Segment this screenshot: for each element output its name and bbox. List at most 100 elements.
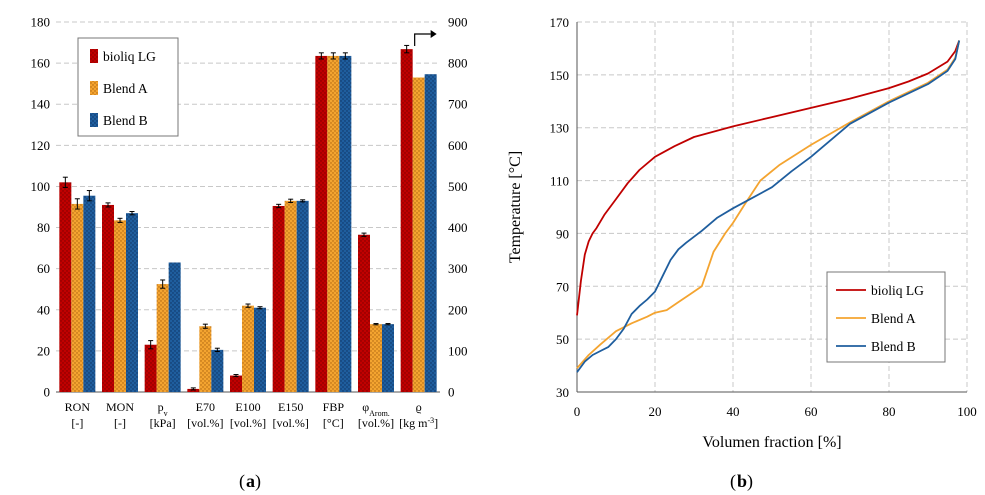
bar-bioliq — [187, 388, 200, 392]
y2-tick-label: 800 — [448, 56, 468, 71]
x-tick-label: 20 — [649, 404, 662, 419]
y2-tick-label: 500 — [448, 179, 468, 194]
bar-blend-a — [199, 326, 212, 392]
x-category-label: E70 — [196, 400, 215, 414]
y2-tick-label: 300 — [448, 261, 468, 276]
y-tick-label: 80 — [37, 220, 50, 235]
y-tick-label: 120 — [31, 138, 51, 153]
x-tick-label: 60 — [805, 404, 818, 419]
legend-label: bioliq LG — [871, 283, 924, 298]
y2-tick-label: 400 — [448, 220, 468, 235]
y-tick-label: 0 — [44, 385, 51, 400]
line-bioliq — [576, 40, 961, 316]
bar-blend-a — [242, 305, 254, 392]
bar-blend-a — [412, 77, 425, 392]
bar-blend-a — [327, 55, 340, 393]
y-tick-label: 110 — [550, 174, 569, 189]
bar-bioliq — [102, 204, 114, 392]
legend-swatch — [90, 49, 98, 63]
bar-bioliq — [59, 182, 72, 392]
x-category-unit: [vol.%] — [230, 416, 266, 430]
y-tick-label: 150 — [550, 68, 570, 83]
y-tick-label: 180 — [31, 15, 51, 30]
bar-bioliq — [358, 234, 370, 392]
bar-bioliq — [230, 375, 242, 392]
y-tick-label: 70 — [556, 279, 569, 294]
y2-tick-label: 100 — [448, 343, 468, 358]
x-tick-label: 80 — [883, 404, 896, 419]
x-category-label: MON — [106, 400, 134, 414]
secondary-axis-arrow-head — [430, 30, 437, 38]
y-tick-label: 60 — [37, 261, 50, 276]
x-category-unit: [kPa] — [150, 416, 176, 430]
legend-swatch — [90, 81, 98, 95]
bar-blend-b — [382, 324, 394, 392]
bar-blend-a — [114, 220, 126, 392]
y2-tick-label: 900 — [448, 15, 468, 30]
line-blend-a — [576, 40, 961, 369]
y-tick-label: 50 — [556, 332, 569, 347]
y-tick-label: 100 — [31, 179, 51, 194]
svg-text:): ) — [255, 471, 261, 492]
y-tick-label: 140 — [31, 97, 51, 112]
y-tick-label: 130 — [550, 121, 570, 136]
line-blend-b — [576, 40, 961, 373]
y2-tick-label: 600 — [448, 138, 468, 153]
panel-label-b-text: b — [737, 471, 747, 491]
legend-label: Blend B — [871, 339, 916, 354]
x-category-unit: [-] — [114, 416, 126, 430]
y-tick-label: 170 — [550, 15, 570, 30]
bar-blend-b — [126, 213, 138, 392]
panel-label-a: ( a ) — [239, 471, 261, 492]
x-tick-label: 100 — [957, 404, 977, 419]
x-category-label: φArom. — [362, 400, 390, 418]
bar-blend-b — [339, 55, 352, 393]
x-axis-title: Volumen fraction [%] — [702, 434, 841, 451]
x-category-label: ϱ — [416, 400, 422, 414]
x-category-unit: [kg m-3] — [399, 416, 438, 431]
legend-a: bioliq LG Blend A Blend B — [77, 37, 179, 137]
bar-bioliq — [400, 49, 413, 393]
x-tick-label: 0 — [574, 404, 581, 419]
x-category-label: E150 — [278, 400, 303, 414]
y-tick-label: 30 — [556, 385, 569, 400]
svg-text:(: ( — [730, 471, 736, 492]
x-tick-label: 40 — [727, 404, 740, 419]
panel-label-b: ( b ) — [730, 471, 753, 492]
bar-blend-b — [296, 200, 309, 392]
x-category-unit: [vol.%] — [273, 416, 309, 430]
bar-bioliq — [315, 55, 328, 393]
y-tick-label: 40 — [37, 302, 50, 317]
x-category-unit: [vol.%] — [358, 416, 394, 430]
legend-label: Blend A — [103, 81, 148, 96]
bar-blend-b — [254, 307, 266, 392]
bar-blend-a — [284, 200, 297, 392]
x-category-unit: [-] — [71, 416, 83, 430]
secondary-axis-arrow — [414, 33, 431, 46]
bar-blend-a — [370, 324, 382, 392]
x-category-label: RON — [65, 400, 91, 414]
legend-box — [826, 271, 946, 363]
legend-label: Blend A — [871, 311, 916, 326]
legend-b: bioliq LG Blend A Blend B — [826, 271, 946, 363]
bar-blend-b — [424, 74, 437, 392]
legend-label: bioliq LG — [103, 49, 156, 64]
legend-swatch — [90, 113, 98, 127]
x-category-label: pv — [158, 400, 168, 418]
chart-b: 30 50 70 90 110 130 150 170 0 20 40 60 80 100 Volumen … — [507, 15, 977, 451]
x-category-label: E100 — [235, 400, 260, 414]
y-tick-label: 20 — [37, 343, 50, 358]
y2-tick-label: 0 — [448, 385, 455, 400]
bar-blend-b — [168, 262, 181, 392]
y-axis-title: Temperature [°C] — [507, 151, 524, 263]
bar-blend-b — [83, 195, 96, 392]
bar-blend-a — [71, 203, 84, 392]
panel-label-a-text: a — [246, 471, 255, 491]
y2-tick-label: 200 — [448, 302, 468, 317]
svg-text:(: ( — [239, 471, 245, 492]
y-tick-label: 160 — [31, 56, 51, 71]
x-category-label: FBP — [323, 400, 345, 414]
chart-a: 0 20 40 60 80 100 120 140 160 180 0 100 200 300 400 500… — [31, 15, 468, 431]
svg-text:): ) — [747, 471, 753, 492]
